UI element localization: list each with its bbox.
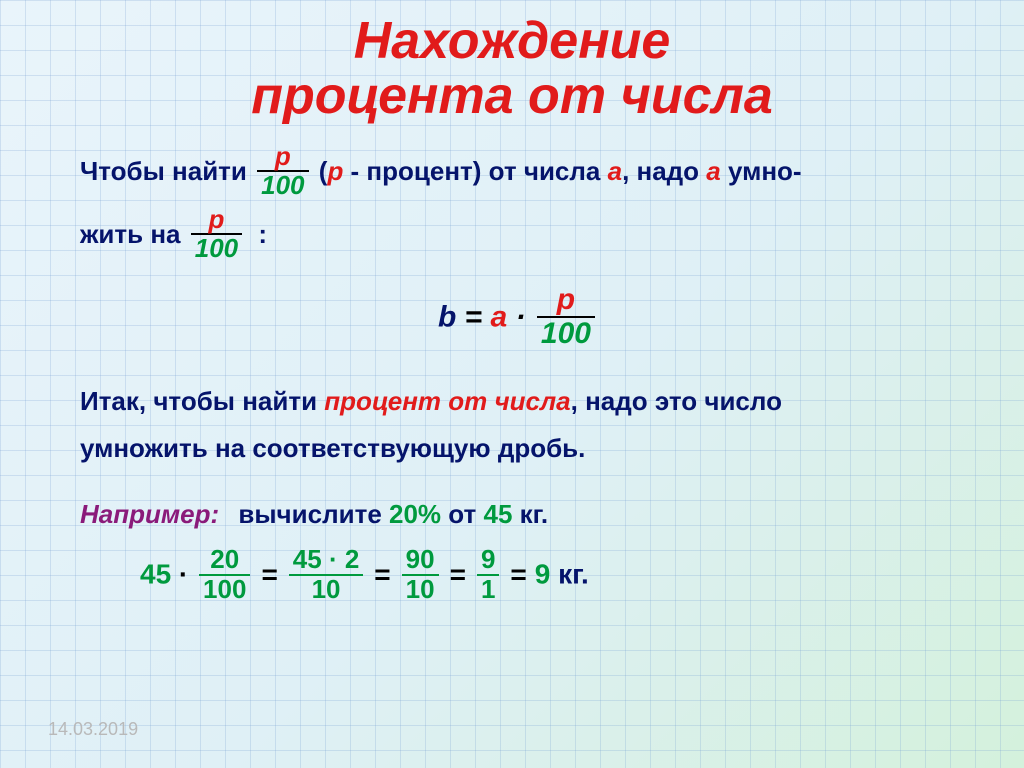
- ex-v1: 20%: [389, 499, 441, 529]
- slide-title: Нахождение процента от числа: [20, 14, 1004, 123]
- calc-result: 9: [535, 559, 551, 590]
- title-line-1: Нахождение: [20, 14, 1004, 69]
- calc-eq4: =: [510, 559, 526, 590]
- s1-t5: умно-: [721, 156, 802, 186]
- title-line-2: процента от числа: [20, 69, 1004, 124]
- formula-eq: =: [456, 301, 490, 334]
- rule-t2: , надо это число: [571, 386, 782, 416]
- ex-v2: 45: [483, 499, 512, 529]
- calc-f4d: 1: [477, 574, 499, 603]
- s1-frac-num: p: [257, 143, 308, 170]
- formula-dot: ·: [507, 301, 534, 334]
- example-label: Например: вычислите 20% от 45 кг.: [80, 494, 956, 534]
- calc-f2: 45 · 2 10: [289, 546, 364, 603]
- calc-eq2: =: [374, 559, 390, 590]
- calc-f1n: 20: [199, 546, 250, 573]
- s2-frac-den: 100: [191, 233, 242, 262]
- s2-frac-num: p: [191, 206, 242, 233]
- calculation: 45 · 20 100 = 45 · 2 10 = 90 10 = 9 1 = 9…: [80, 548, 956, 605]
- date: 14.03.2019: [48, 719, 138, 740]
- calc-f1d: 100: [199, 574, 250, 603]
- formula-frac-num: p: [537, 284, 595, 316]
- ex-t3: от: [441, 499, 483, 529]
- s1-a2: а: [706, 156, 720, 186]
- rule-em: процент от числа: [324, 386, 570, 416]
- formula-a: a: [491, 301, 508, 334]
- s1-t3: - процент) от числа: [343, 156, 607, 186]
- s2-frac: p 100: [191, 206, 242, 263]
- formula-b: b: [438, 301, 456, 334]
- calc-eq1: =: [261, 559, 277, 590]
- slide: Нахождение процента от числа Чтобы найти…: [0, 0, 1024, 768]
- ex-t4: кг.: [512, 499, 548, 529]
- calc-f3: 90 10: [402, 546, 439, 603]
- formula: b = a · p 100: [80, 286, 956, 351]
- s1-frac-den: 100: [257, 170, 308, 199]
- body: Чтобы найти p 100 (p - процент) от числа…: [20, 145, 1004, 605]
- rule-line-2: умножить на соответствующую дробь.: [80, 428, 956, 468]
- rule-line-1: Итак, чтобы найти процент от числа, надо…: [80, 381, 956, 421]
- s2-t1: жить на: [80, 219, 181, 249]
- calc-eq3: =: [450, 559, 466, 590]
- calc-f1: 20 100: [199, 546, 250, 603]
- s1-frac: p 100: [257, 143, 308, 200]
- calc-f2n: 45 · 2: [289, 546, 364, 573]
- formula-frac: p 100: [537, 284, 595, 349]
- ex-t1: Например:: [80, 499, 219, 529]
- s1-t1: Чтобы найти: [80, 156, 247, 186]
- calc-unit: кг.: [550, 559, 588, 590]
- calc-f4n: 9: [477, 546, 499, 573]
- calc-f3n: 90: [402, 546, 439, 573]
- s1-p: p: [327, 156, 343, 186]
- s2-t2: :: [258, 219, 267, 249]
- sentence-1: Чтобы найти p 100 (p - процент) от числа…: [80, 145, 956, 202]
- calc-f3d: 10: [402, 574, 439, 603]
- calc-dot: ·: [171, 559, 196, 590]
- s1-a: а: [608, 156, 622, 186]
- formula-frac-den: 100: [537, 316, 595, 350]
- sentence-2: жить на p 100 :: [80, 208, 956, 265]
- rule-t1: Итак, чтобы найти: [80, 386, 324, 416]
- rule-t3: умножить на соответствующую дробь.: [80, 433, 585, 463]
- s1-t4: , надо: [622, 156, 706, 186]
- ex-t2: вычислите: [238, 499, 389, 529]
- calc-f2d: 10: [289, 574, 364, 603]
- calc-f4: 9 1: [477, 546, 499, 603]
- calc-a: 45: [140, 559, 171, 590]
